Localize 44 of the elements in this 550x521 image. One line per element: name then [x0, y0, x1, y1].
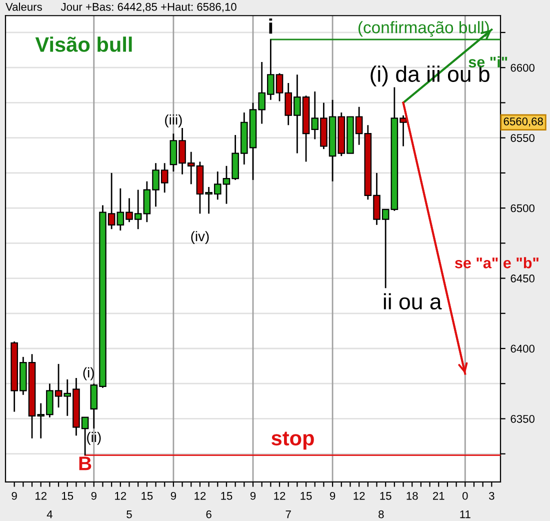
annotation: se "a" e "b"	[454, 257, 538, 268]
x-tick-label: 3	[488, 492, 494, 500]
x-tick-label: 9	[170, 492, 176, 500]
annotation: (ii)	[87, 432, 101, 445]
annotation: (iv)	[191, 231, 209, 244]
y-tick-label: 6500	[510, 204, 535, 212]
x-tick-label: 12	[194, 492, 206, 500]
text: Jour +Bas: 6442,85 +Haut: 6586,10	[60, 2, 236, 12]
x-tick-label: 0	[462, 492, 468, 500]
x-tick-label: 18	[406, 492, 418, 500]
x-tick-label: 15	[380, 492, 392, 500]
x-tick-label: 9	[91, 492, 96, 500]
annotation: (i)	[83, 367, 94, 380]
text: 11	[460, 510, 470, 518]
y-tick-label: 6350	[510, 414, 535, 423]
x-tick-label: 15	[221, 492, 232, 500]
text: 4	[46, 510, 52, 518]
annotation: ii ou a	[384, 293, 442, 310]
x-tick-label: 15	[62, 492, 74, 500]
text: 8	[378, 510, 384, 518]
text: Valeurs	[6, 2, 42, 11]
x-tick-label: 12	[36, 492, 46, 500]
x-tick-label: 12	[354, 492, 365, 500]
x-tick-label: 9	[250, 492, 256, 500]
annotation: B	[79, 456, 92, 470]
annotation: i	[269, 18, 272, 34]
x-tick-label: 12	[274, 492, 286, 500]
y-tick-label: 6400	[510, 344, 535, 353]
y-tick-label: 6550	[510, 134, 535, 142]
x-tick-label: 9	[12, 492, 17, 500]
ref-line-label: stop	[272, 432, 314, 450]
text: Visão bull	[35, 36, 132, 52]
x-tick-label: 9	[330, 492, 336, 500]
x-tick-label: 12	[115, 492, 126, 500]
y-tick-label: 6450	[510, 274, 535, 282]
x-tick-label: 15	[142, 492, 153, 500]
text: 5	[126, 510, 132, 518]
text: 6560,68	[504, 117, 543, 127]
x-tick-label: 21	[433, 492, 444, 500]
text: 6	[206, 510, 212, 518]
annotation: (iii)	[165, 114, 182, 128]
y-tick-label: 6600	[510, 64, 535, 72]
x-tick-label: 15	[300, 492, 312, 500]
text: 7	[286, 510, 291, 518]
